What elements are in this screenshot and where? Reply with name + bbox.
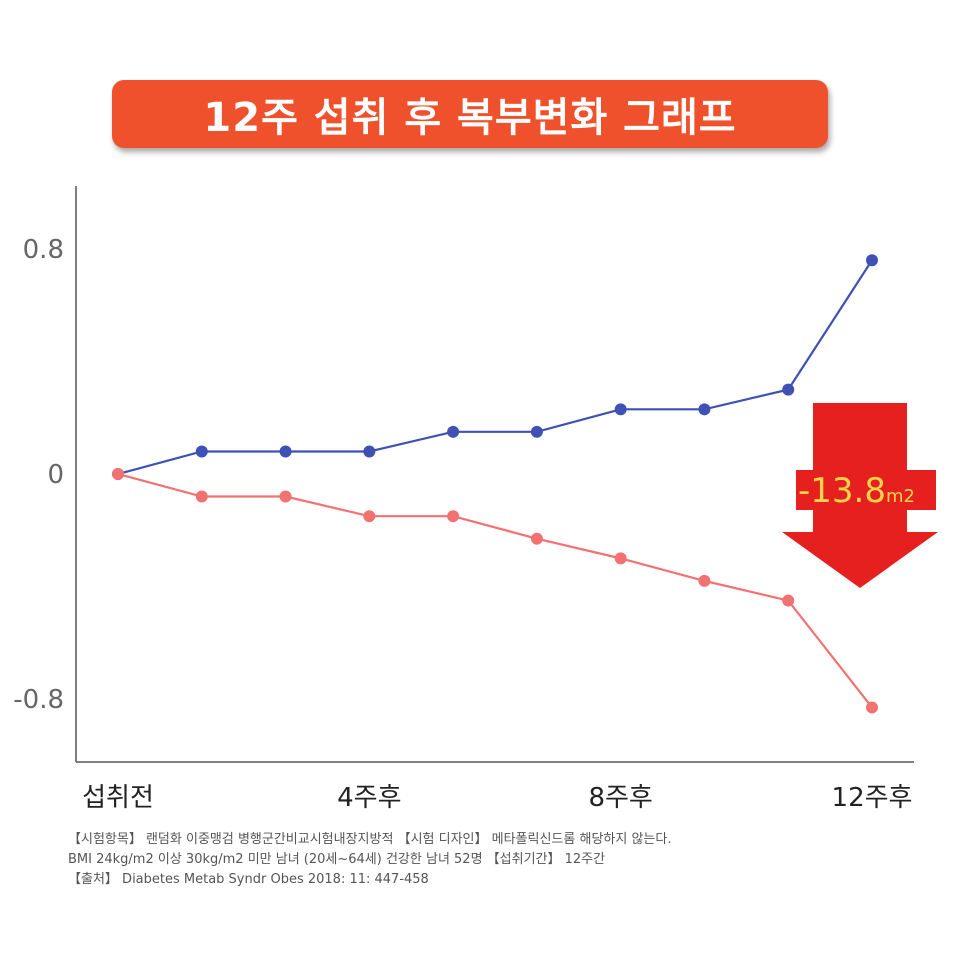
footnote-line: 【시험항목】 랜덤화 이중맹검 병행군간비교시험내장지방적 【시험 디자인】 메… [68, 832, 672, 847]
footnote-block: 【시험항목】 랜덤화 이중맹검 병행군간비교시험내장지방적 【시험 디자인】 메… [68, 830, 928, 890]
data-point [530, 425, 543, 438]
y-tick-label: -0.8 [13, 685, 64, 715]
data-point [195, 445, 208, 458]
callout-value: -13.8m2 [798, 471, 915, 511]
data-point [782, 594, 795, 607]
data-point [782, 383, 795, 396]
series-line [117, 259, 873, 476]
data-point [447, 510, 460, 523]
data-point [279, 490, 292, 503]
x-tick-label: 4주후 [337, 783, 401, 813]
data-point [363, 445, 376, 458]
data-point [363, 510, 376, 523]
data-point [866, 701, 878, 714]
title-banner: 12주 섭취 후 복부변화 그래프 [112, 80, 828, 148]
data-point [530, 532, 543, 545]
footnote-line: 【출처】 Diabetes Metab Syndr Obes 2018: 11:… [68, 872, 429, 887]
data-point [614, 552, 627, 565]
data-point [866, 254, 878, 267]
data-point [279, 445, 292, 458]
x-tick-label: 섭취전 [82, 783, 154, 813]
data-point [614, 403, 627, 416]
x-tick-label: 12주후 [832, 783, 913, 813]
y-tick-label: 0 [47, 460, 64, 490]
chart-title: 12주 섭취 후 복부변화 그래프 [203, 95, 737, 141]
y-tick-label: 0.8 [23, 235, 64, 265]
callout-bg [796, 470, 936, 510]
data-point [195, 490, 208, 503]
data-point [698, 403, 711, 416]
x-tick-label: 8주후 [588, 783, 652, 813]
data-point [698, 574, 711, 587]
data-point [112, 468, 124, 480]
footnote-line: BMI 24kg/m2 이상 30kg/m2 미만 남녀 (20세~64세) 건… [68, 852, 606, 867]
line-chart: 0.8 0 -0.8 섭취전 4주후 8주후 12주후 -13.8m2 [13, 186, 938, 813]
data-point [447, 425, 460, 438]
series-line [117, 472, 873, 709]
